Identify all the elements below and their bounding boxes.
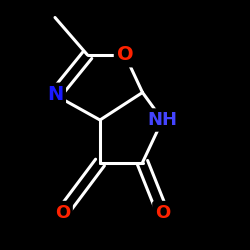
- Text: O: O: [117, 46, 133, 64]
- Text: N: N: [47, 86, 63, 104]
- Text: O: O: [155, 204, 170, 222]
- Text: O: O: [55, 204, 70, 222]
- Text: NH: NH: [148, 111, 178, 129]
